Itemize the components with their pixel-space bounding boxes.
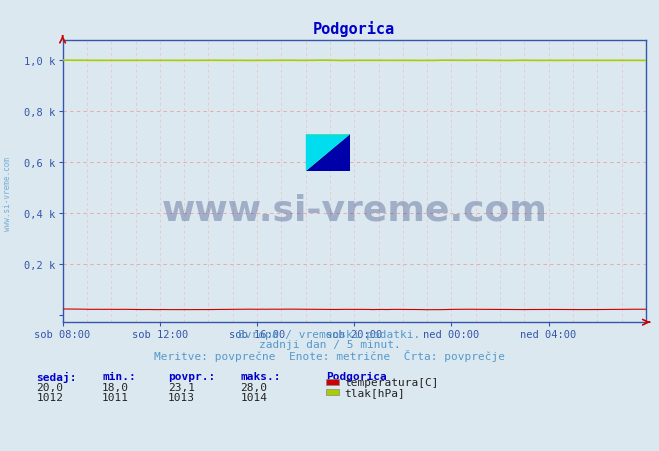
Text: temperatura[C]: temperatura[C] xyxy=(345,377,439,387)
Text: www.si-vreme.com: www.si-vreme.com xyxy=(3,157,13,231)
Text: 23,1: 23,1 xyxy=(168,382,195,392)
Text: www.si-vreme.com: www.si-vreme.com xyxy=(161,193,547,227)
Text: 1012: 1012 xyxy=(36,392,63,402)
Text: Podgorica: Podgorica xyxy=(326,371,387,381)
Text: Meritve: povprečne  Enote: metrične  Črta: povprečje: Meritve: povprečne Enote: metrične Črta:… xyxy=(154,349,505,361)
Text: zadnji dan / 5 minut.: zadnji dan / 5 minut. xyxy=(258,339,401,349)
Text: 18,0: 18,0 xyxy=(102,382,129,392)
Text: tlak[hPa]: tlak[hPa] xyxy=(345,387,405,397)
Text: Evropa / vremenski podatki.: Evropa / vremenski podatki. xyxy=(239,329,420,339)
Text: maks.:: maks.: xyxy=(241,371,281,381)
Text: 1014: 1014 xyxy=(241,392,268,402)
Bar xyxy=(306,135,350,172)
Text: min.:: min.: xyxy=(102,371,136,381)
Text: 1011: 1011 xyxy=(102,392,129,402)
Polygon shape xyxy=(306,135,350,172)
Title: Podgorica: Podgorica xyxy=(313,21,395,37)
Text: 20,0: 20,0 xyxy=(36,382,63,392)
Text: 28,0: 28,0 xyxy=(241,382,268,392)
Text: 1013: 1013 xyxy=(168,392,195,402)
Text: povpr.:: povpr.: xyxy=(168,371,215,381)
Polygon shape xyxy=(306,135,350,172)
Text: sedaj:: sedaj: xyxy=(36,371,76,382)
